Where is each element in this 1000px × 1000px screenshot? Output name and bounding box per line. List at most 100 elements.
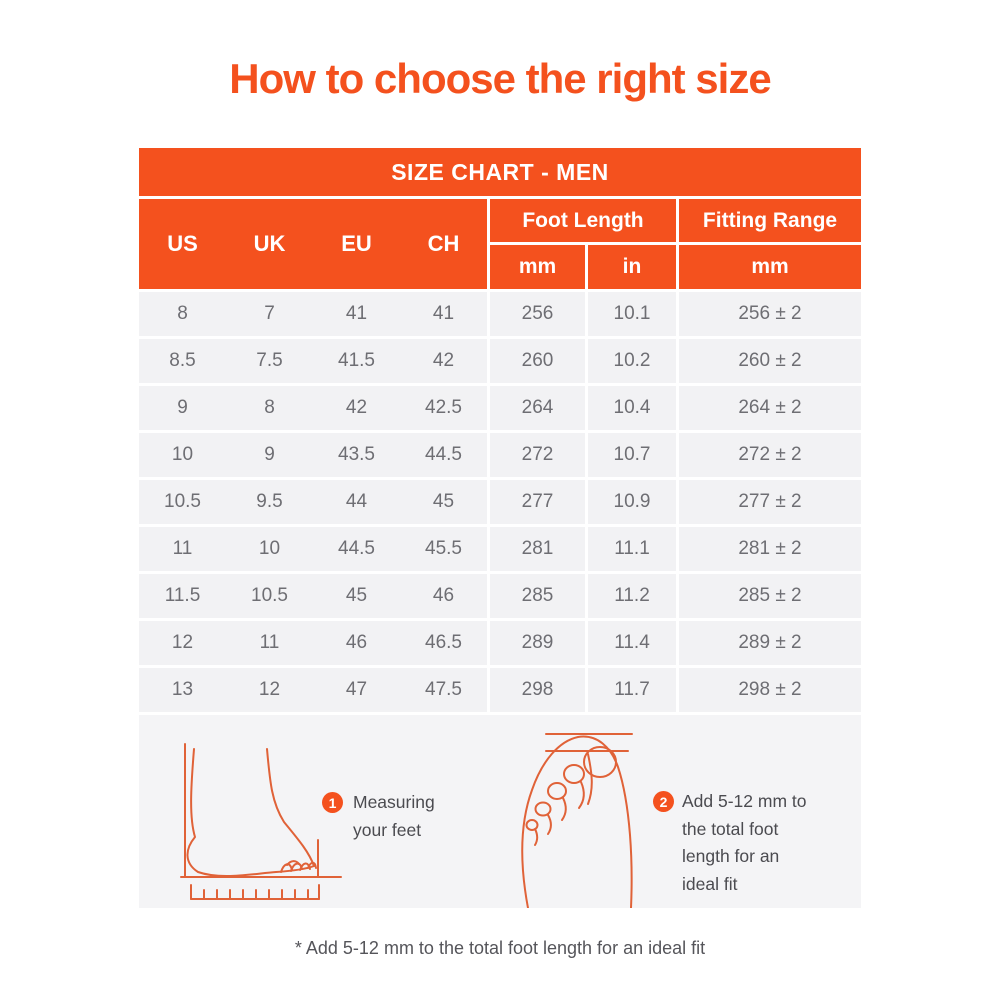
foot-length-mm-header: mm <box>490 245 585 289</box>
size-uk: 9.5 <box>256 491 283 512</box>
size-eu: 42 <box>345 397 368 418</box>
measurement-instructions: 1 Measuring your feet 2 Add 5-12 mm to the… <box>139 715 861 908</box>
foot-length-mm-cell: 285 <box>490 574 585 618</box>
size-values-cell: 12 11 46 46.5 <box>139 621 487 665</box>
fitting-range-cell: 298 ± 2 <box>679 668 861 712</box>
step-2-badge: 2 <box>653 791 674 812</box>
fitting-range-cell: 264 ± 2 <box>679 386 861 430</box>
foot-length-in-cell: 10.7 <box>588 433 676 477</box>
size-us: 10.5 <box>164 491 201 512</box>
foot-length-in-header: in <box>588 245 676 289</box>
top-foot-illustration <box>521 733 633 908</box>
size-ch: 42.5 <box>425 397 462 418</box>
side-foot-ruler-illustration <box>180 743 342 900</box>
size-uk: 10.5 <box>251 585 288 606</box>
size-us: 9 <box>177 397 188 418</box>
foot-length-in-cell: 10.4 <box>588 386 676 430</box>
size-ch: 42 <box>432 350 455 371</box>
size-us: 8 <box>177 303 188 324</box>
foot-length-mm-cell: 289 <box>490 621 585 665</box>
size-uk: 7.5 <box>256 350 283 371</box>
size-values-cell: 8.5 7.5 41.5 42 <box>139 339 487 383</box>
step-1-text: Measuring your feet <box>353 789 435 844</box>
size-eu: 47 <box>345 679 368 700</box>
column-header-us: US <box>167 231 198 256</box>
size-us: 12 <box>171 632 194 653</box>
table-row: 9 8 42 42.5 264 10.4 264 ± 2 <box>139 386 861 430</box>
size-ch: 46 <box>432 585 455 606</box>
size-eu: 44 <box>345 491 368 512</box>
table-body: 8 7 41 41 256 10.1 256 ± 2 8.5 7.5 41.5 42 260 10.2 2… <box>139 292 861 712</box>
fitting-range-cell: 285 ± 2 <box>679 574 861 618</box>
fitting-range-cell: 272 ± 2 <box>679 433 861 477</box>
foot-length-in-cell: 10.1 <box>588 292 676 336</box>
size-uk: 11 <box>259 632 280 653</box>
foot-length-mm-cell: 264 <box>490 386 585 430</box>
page-title: How to choose the right size <box>229 55 771 102</box>
fitting-range-header: Fitting Range <box>679 199 861 242</box>
foot-length-in-cell: 11.1 <box>588 527 676 571</box>
foot-length-mm-cell: 256 <box>490 292 585 336</box>
size-values-cell: 9 8 42 42.5 <box>139 386 487 430</box>
size-us: 8.5 <box>169 350 196 371</box>
foot-length-header-group: Foot Length mm in <box>490 199 676 289</box>
table-header: US UK EU CH Foot Length mm in Fitting Ra… <box>139 199 861 289</box>
size-ch: 45 <box>432 491 455 512</box>
footnote: * Add 5-12 mm to the total foot length f… <box>294 938 706 958</box>
step-2-text: Add 5-12 mm to the total foot length for a… <box>682 788 807 898</box>
size-uk: 9 <box>264 444 275 465</box>
foot-length-mm-cell: 260 <box>490 339 585 383</box>
size-uk: 10 <box>258 538 281 559</box>
size-chart-table: SIZE CHART - MEN US UK EU CH Foot Length… <box>139 148 861 712</box>
step-text-line: length for an <box>682 846 780 866</box>
size-eu: 41 <box>345 303 368 324</box>
size-eu: 44.5 <box>338 538 375 559</box>
chart-title: SIZE CHART - MEN <box>391 158 609 185</box>
foot-length-mm-cell: 277 <box>490 480 585 524</box>
table-row: 10.5 9.5 44 45 277 10.9 277 ± 2 <box>139 480 861 524</box>
size-ch: 46.5 <box>425 632 462 653</box>
table-row: 8.5 7.5 41.5 42 260 10.2 260 ± 2 <box>139 339 861 383</box>
size-ch: 47.5 <box>425 679 462 700</box>
table-row: 12 11 46 46.5 289 11.4 289 ± 2 <box>139 621 861 665</box>
table-row: 11.5 10.5 45 46 285 11.2 285 ± 2 <box>139 574 861 618</box>
size-values-cell: 13 12 47 47.5 <box>139 668 487 712</box>
step-text-line: your feet <box>353 819 422 840</box>
step-text-line: Add 5-12 mm to <box>682 791 807 811</box>
size-values-cell: 11.5 10.5 45 46 <box>139 574 487 618</box>
size-eu: 46 <box>345 632 368 653</box>
foot-length-mm-cell: 272 <box>490 433 585 477</box>
fitting-range-cell: 260 ± 2 <box>679 339 861 383</box>
size-values-cell: 8 7 41 41 <box>139 292 487 336</box>
table-row: 11 10 44.5 45.5 281 11.1 281 ± 2 <box>139 527 861 571</box>
foot-length-in-cell: 11.2 <box>588 574 676 618</box>
table-row: 8 7 41 41 256 10.1 256 ± 2 <box>139 292 861 336</box>
size-ch: 44.5 <box>425 444 462 465</box>
fitting-range-header-group: Fitting Range mm <box>679 199 861 289</box>
chart-title-bar: SIZE CHART - MEN <box>139 148 861 196</box>
size-ch: 45.5 <box>425 538 462 559</box>
column-header-eu: EU <box>341 231 372 256</box>
foot-length-in-cell: 11.7 <box>588 668 676 712</box>
size-values-cell: 10 9 43.5 44.5 <box>139 433 487 477</box>
step-1-number: 1 <box>328 794 337 811</box>
fitting-range-cell: 277 ± 2 <box>679 480 861 524</box>
size-us: 10 <box>171 444 194 465</box>
fitting-range-mm-header: mm <box>679 245 861 289</box>
size-uk: 12 <box>258 679 281 700</box>
foot-length-mm-cell: 298 <box>490 668 585 712</box>
step-1-badge: 1 <box>322 792 343 813</box>
size-uk: 7 <box>264 303 275 324</box>
step-text-line: the total foot <box>682 818 779 839</box>
fitting-range-cell: 256 ± 2 <box>679 292 861 336</box>
column-header-uk: UK <box>253 231 286 256</box>
fitting-range-cell: 289 ± 2 <box>679 621 861 665</box>
foot-length-in-cell: 10.2 <box>588 339 676 383</box>
step-text-line: ideal fit <box>682 873 738 894</box>
size-eu: 43.5 <box>338 444 375 465</box>
column-header-ch: CH <box>427 231 460 256</box>
size-eu: 41.5 <box>338 350 375 371</box>
size-us: 13 <box>171 679 194 700</box>
step-2-number: 2 <box>659 793 668 810</box>
